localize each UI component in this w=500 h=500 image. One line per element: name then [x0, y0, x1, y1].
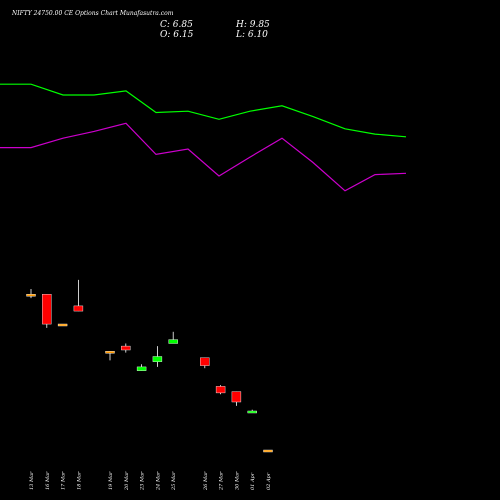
x-tick-label: 23 Mar: [140, 471, 146, 491]
candle: [152, 346, 163, 367]
candle: [121, 343, 131, 353]
x-tick-label: 26 Mar: [203, 471, 209, 491]
x-tick-label: 24 Mar: [155, 471, 161, 491]
candle: [105, 351, 115, 361]
candle: [73, 279, 84, 312]
chart-title: NIFTY 24750.00 CE Options Chart Munafasu…: [11, 10, 174, 17]
close-value: C: 6.85: [160, 20, 193, 30]
candle-body: [247, 410, 257, 414]
candle: [168, 331, 178, 344]
candle-body: [26, 294, 36, 297]
candle-body: [168, 339, 178, 344]
x-tick-label: 02 Apr: [266, 472, 272, 490]
candle: [247, 409, 257, 414]
indicator-lines: [0, 83, 407, 192]
candle-body: [73, 305, 84, 312]
x-tick-label: 30 Mar: [234, 471, 240, 490]
candle-body: [105, 351, 115, 354]
high-value: H: 9.85: [235, 20, 270, 30]
x-tick-label: 13 Mar: [29, 471, 35, 490]
candle-body: [263, 449, 273, 453]
x-tick-label: 01 Apr: [250, 472, 256, 490]
candle-body: [57, 323, 68, 327]
x-tick-label: 18 Mar: [76, 471, 82, 490]
x-tick-label: 20 Mar: [124, 471, 130, 491]
candle: [136, 364, 147, 371]
x-tick-label: 16 Mar: [45, 471, 51, 490]
indicator-line-1: [0, 83, 407, 138]
candle-body: [152, 356, 163, 362]
candle-body: [121, 345, 131, 351]
candle-body: [231, 391, 242, 403]
candle-body: [200, 357, 210, 366]
candle-body: [42, 294, 52, 325]
x-tick-label: 17 Mar: [61, 471, 67, 490]
open-value: O: 6.15: [160, 30, 194, 40]
candles: [26, 279, 273, 453]
x-tick-label: 25 Mar: [171, 471, 177, 491]
candle-body: [215, 386, 226, 394]
candle: [42, 294, 52, 328]
indicator-line-2: [0, 122, 407, 192]
candle: [231, 391, 242, 406]
candle: [57, 323, 68, 327]
x-tick-label: 27 Mar: [219, 471, 225, 491]
x-tick-label: 19 Mar: [108, 471, 114, 490]
candle: [263, 449, 273, 453]
candle-body: [136, 366, 147, 371]
candle: [215, 385, 226, 395]
x-axis-labels: 13 Mar 16 Mar 17 Mar 18 Mar 19 Mar 20 Mar 23 M…: [29, 471, 272, 491]
candle: [200, 357, 210, 369]
low-value: L: 6.10: [235, 30, 268, 40]
candle: [26, 289, 36, 299]
